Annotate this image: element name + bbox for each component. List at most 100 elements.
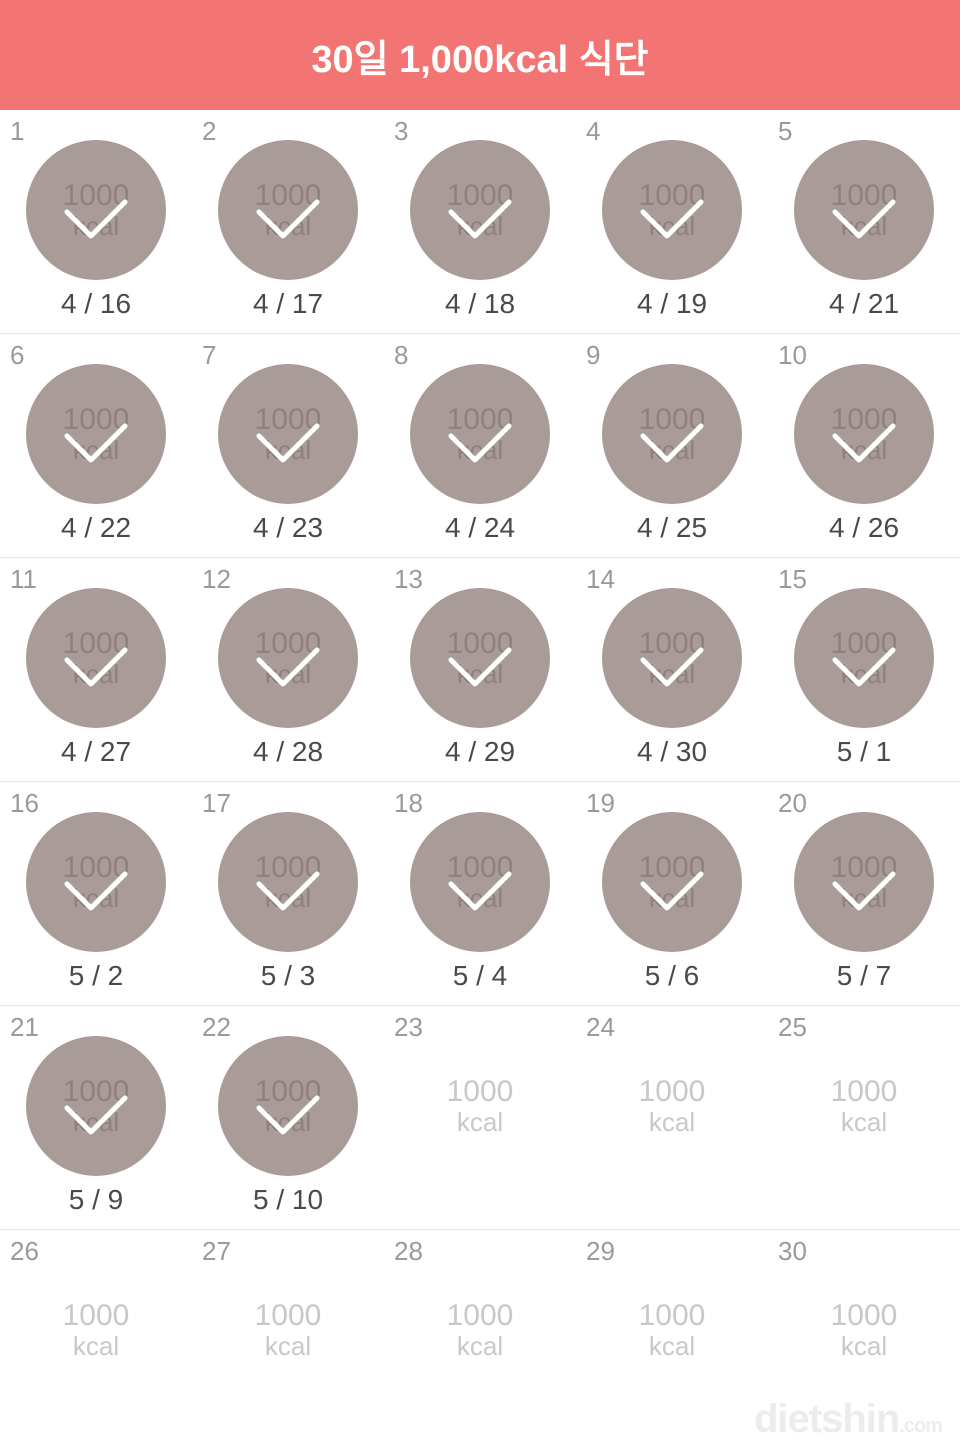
day-number: 5 — [778, 116, 792, 147]
badge-wrap: 1000kcal — [218, 1036, 358, 1176]
completed-badge: 1000kcal — [410, 140, 550, 280]
pending-badge: 1000kcal — [447, 1299, 514, 1361]
day-cell[interactable]: 111000kcal4 / 27 — [0, 558, 192, 781]
day-cell[interactable]: 21000kcal4 / 17 — [192, 110, 384, 333]
day-number: 3 — [394, 116, 408, 147]
day-cell[interactable]: 261000kcal — [0, 1230, 192, 1454]
check-icon — [253, 198, 323, 242]
watermark: dietshin.com — [754, 1397, 942, 1442]
check-icon — [253, 870, 323, 914]
badge-wrap: 1000kcal — [794, 812, 934, 952]
date-label: 4 / 19 — [637, 288, 707, 320]
completed-badge: 1000kcal — [26, 812, 166, 952]
completed-badge: 1000kcal — [794, 140, 934, 280]
date-label: 4 / 21 — [829, 288, 899, 320]
day-cell[interactable]: 61000kcal4 / 22 — [0, 334, 192, 557]
day-cell[interactable]: 51000kcal 4 / 21 — [768, 110, 960, 333]
day-cell[interactable]: 201000kcal5 / 7 — [768, 782, 960, 1005]
completed-badge: 1000kcal — [602, 364, 742, 504]
completed-badge: 1000kcal — [26, 364, 166, 504]
badge-wrap: 1000kcal — [26, 812, 166, 952]
date-label: 4 / 23 — [253, 512, 323, 544]
completed-badge: 1000kcal — [794, 588, 934, 728]
badge-wrap: 1000kcal — [602, 588, 742, 728]
day-number: 9 — [586, 340, 600, 371]
day-cell[interactable]: 211000kcal5 / 9 — [0, 1006, 192, 1229]
badge-wrap: 1000kcal — [794, 364, 934, 504]
date-label: 5 / 3 — [261, 960, 315, 992]
day-cell[interactable]: 121000kcal4 / 28 — [192, 558, 384, 781]
date-label: 4 / 27 — [61, 736, 131, 768]
badge-wrap: 1000kcal — [218, 364, 358, 504]
check-icon — [253, 422, 323, 466]
kcal-number: 1000 — [447, 1299, 514, 1332]
day-cell[interactable]: 281000kcal — [384, 1230, 576, 1454]
completed-badge: 1000kcal — [794, 812, 934, 952]
check-icon — [445, 422, 515, 466]
day-cell[interactable]: 141000kcal4 / 30 — [576, 558, 768, 781]
header-title: 30일 1,000kcal 식단 — [311, 28, 648, 83]
badge-wrap: 1000kcal — [410, 364, 550, 504]
day-cell[interactable]: 291000kcal — [576, 1230, 768, 1454]
kcal-number: 1000 — [639, 1075, 706, 1108]
day-cell[interactable]: 221000kcal5 / 10 — [192, 1006, 384, 1229]
day-number: 1 — [10, 116, 24, 147]
completed-badge: 1000kcal — [794, 364, 934, 504]
check-icon — [637, 422, 707, 466]
date-label: 4 / 25 — [637, 512, 707, 544]
check-icon — [445, 870, 515, 914]
badge-wrap: 1000kcal — [794, 1036, 934, 1176]
day-cell[interactable]: 181000kcal5 / 4 — [384, 782, 576, 1005]
completed-badge: 1000kcal — [26, 588, 166, 728]
day-cell[interactable]: 101000kcal4 / 26 — [768, 334, 960, 557]
check-icon — [253, 646, 323, 690]
completed-badge: 1000kcal — [602, 812, 742, 952]
date-label: 5 / 2 — [69, 960, 123, 992]
day-cell[interactable]: 71000kcal4 / 23 — [192, 334, 384, 557]
day-cell[interactable]: 251000kcal — [768, 1006, 960, 1229]
check-icon — [61, 646, 131, 690]
pending-badge: 1000kcal — [831, 1075, 898, 1137]
kcal-unit: kcal — [841, 1108, 887, 1137]
completed-badge: 1000kcal — [410, 364, 550, 504]
badge-wrap: 1000kcal — [410, 588, 550, 728]
check-icon — [637, 870, 707, 914]
badge-wrap: 1000kcal — [26, 588, 166, 728]
check-icon — [61, 422, 131, 466]
pending-badge: 1000kcal — [255, 1299, 322, 1361]
badge-wrap: 1000kcal — [602, 1036, 742, 1176]
day-cell[interactable]: 151000kcal5 / 1 — [768, 558, 960, 781]
date-label: 4 / 17 — [253, 288, 323, 320]
days-row: 211000kcal5 / 9221000kcal5 / 10231000kca… — [0, 1006, 960, 1230]
check-icon — [829, 422, 899, 466]
kcal-unit: kcal — [649, 1108, 695, 1137]
badge-wrap: 1000kcal — [218, 140, 358, 280]
badge-wrap: 1000kcal — [26, 1036, 166, 1176]
check-icon — [253, 1094, 323, 1138]
day-cell[interactable]: 231000kcal — [384, 1006, 576, 1229]
date-label: 4 / 24 — [445, 512, 515, 544]
day-cell[interactable]: 191000kcal5 / 6 — [576, 782, 768, 1005]
day-number: 8 — [394, 340, 408, 371]
day-cell[interactable]: 41000kcal4 / 19 — [576, 110, 768, 333]
badge-wrap: 1000kcal — [410, 1036, 550, 1176]
badge-wrap: 1000kcal — [410, 140, 550, 280]
day-cell[interactable]: 131000kcal4 / 29 — [384, 558, 576, 781]
days-row: 61000kcal4 / 2271000kcal4 / 2381000kcal4… — [0, 334, 960, 558]
day-cell[interactable]: 241000kcal — [576, 1006, 768, 1229]
day-cell[interactable]: 91000kcal 4 / 25 — [576, 334, 768, 557]
date-label: 4 / 30 — [637, 736, 707, 768]
day-cell[interactable]: 31000kcal4 / 18 — [384, 110, 576, 333]
kcal-unit: kcal — [73, 1332, 119, 1361]
kcal-number: 1000 — [63, 1299, 130, 1332]
completed-badge: 1000kcal — [410, 588, 550, 728]
badge-wrap: 1000kcal — [794, 140, 934, 280]
day-cell[interactable]: 271000kcal — [192, 1230, 384, 1454]
day-cell[interactable]: 161000kcal5 / 2 — [0, 782, 192, 1005]
day-cell[interactable]: 11000kcal4 / 16 — [0, 110, 192, 333]
badge-wrap: 1000kcal — [26, 140, 166, 280]
day-cell[interactable]: 81000kcal 4 / 24 — [384, 334, 576, 557]
pending-badge: 1000kcal — [831, 1299, 898, 1361]
badge-wrap: 1000kcal — [794, 588, 934, 728]
day-cell[interactable]: 171000kcal5 / 3 — [192, 782, 384, 1005]
